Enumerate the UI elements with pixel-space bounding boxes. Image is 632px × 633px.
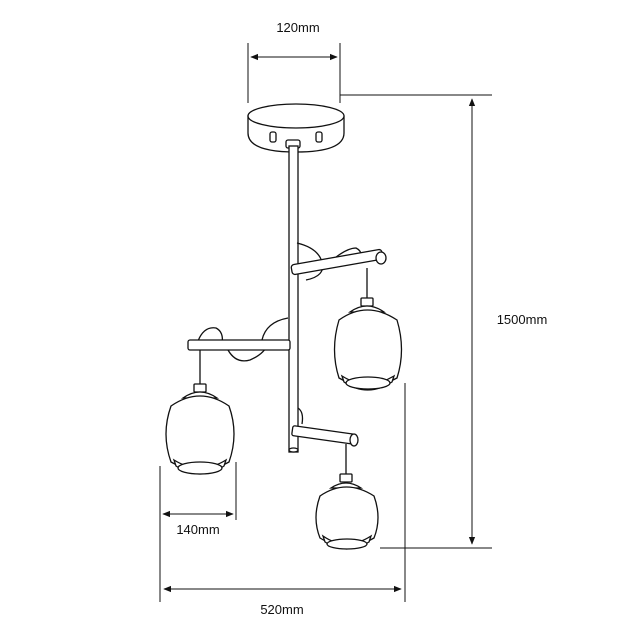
total-height-dimension: 1500mm (340, 94, 548, 549)
ceiling-canopy (247, 103, 345, 153)
total-width-dimension: 520mm (163, 383, 406, 617)
left-shade (165, 383, 235, 475)
shade-width-dimension: 140mm (159, 462, 237, 602)
canopy-width-label: 120mm (276, 20, 319, 35)
total-width-label: 520mm (260, 602, 303, 617)
left-arm (187, 317, 291, 388)
total-height-label: 1500mm (497, 312, 548, 327)
lower-right-shade (315, 473, 379, 550)
central-stem (288, 145, 299, 453)
upper-right-arm (290, 242, 387, 302)
lower-right-arm (291, 407, 359, 478)
canopy-width-dimension: 120mm (247, 20, 341, 103)
shade-width-label: 140mm (176, 522, 219, 537)
upper-right-shade (333, 297, 403, 391)
